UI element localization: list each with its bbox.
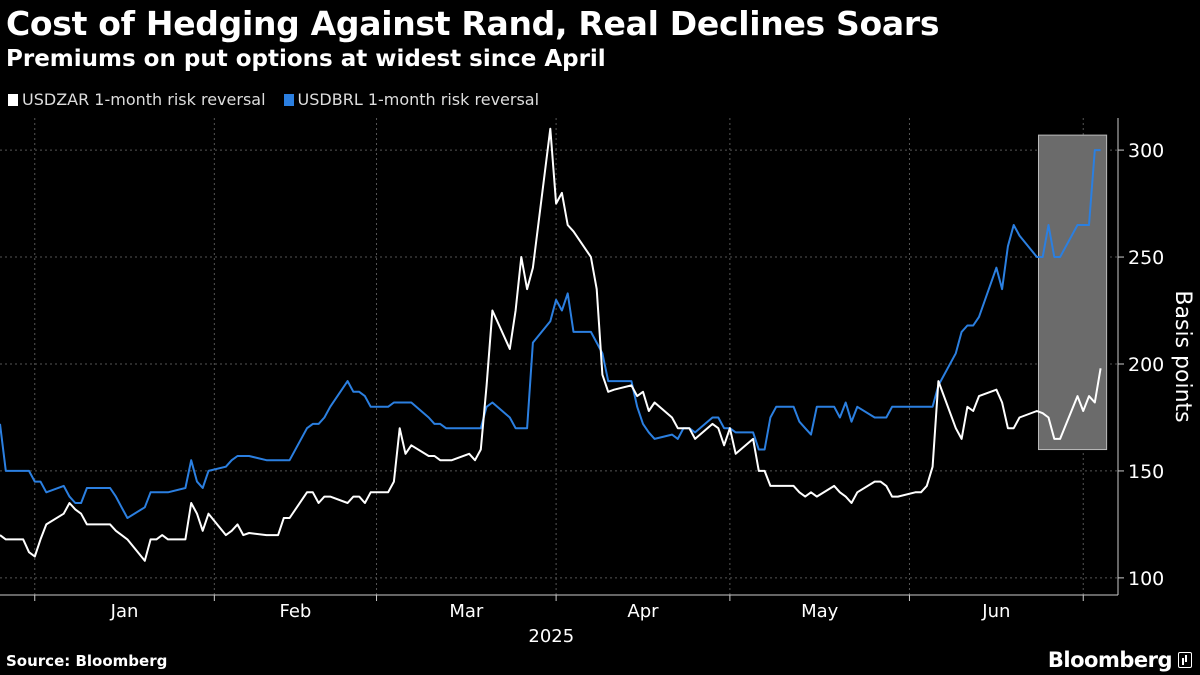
series-line-usdbrl bbox=[0, 149, 1101, 519]
y-tick-label: 150 bbox=[1128, 461, 1164, 483]
chart-title: Cost of Hedging Against Rand, Real Decli… bbox=[6, 4, 940, 43]
y-tick-label: 250 bbox=[1128, 247, 1164, 269]
chart-subtitle: Premiums on put options at widest since … bbox=[6, 46, 606, 72]
legend-item-brl: USDBRL 1-month risk reversal bbox=[283, 90, 540, 109]
logo-text: Bloomberg bbox=[1047, 648, 1173, 672]
y-axis-title: Basis points bbox=[1170, 290, 1195, 422]
legend-swatch-zar bbox=[8, 93, 18, 106]
x-axis-year-label: 2025 bbox=[528, 626, 574, 647]
legend-swatch-brl bbox=[283, 93, 294, 106]
bloomberg-logo: Bloomberg bbox=[1048, 648, 1192, 672]
legend-label-brl: USDBRL 1-month risk reversal bbox=[297, 90, 540, 109]
y-tick-label: 100 bbox=[1128, 568, 1164, 590]
legend: USDZAR 1-month risk reversal USDBRL 1-mo… bbox=[8, 90, 539, 109]
series-line-usdzar bbox=[0, 127, 1102, 562]
x-tick-label: Apr bbox=[627, 601, 659, 622]
highlight-box bbox=[1037, 134, 1108, 451]
x-tick-label: Feb bbox=[279, 601, 311, 622]
x-tick-label: May bbox=[801, 601, 839, 622]
source-note: Source: Bloomberg bbox=[6, 652, 168, 670]
y-tick-label: 200 bbox=[1128, 354, 1164, 376]
bloomberg-chart-icon bbox=[1178, 652, 1192, 668]
y-tick-label: 300 bbox=[1128, 140, 1164, 162]
x-tick-label: Jan bbox=[110, 601, 139, 622]
x-tick-label: Mar bbox=[449, 601, 484, 622]
legend-label-zar: USDZAR 1-month risk reversal bbox=[22, 90, 266, 109]
legend-item-zar: USDZAR 1-month risk reversal bbox=[8, 90, 266, 109]
x-tick-label: Jun bbox=[981, 601, 1010, 622]
